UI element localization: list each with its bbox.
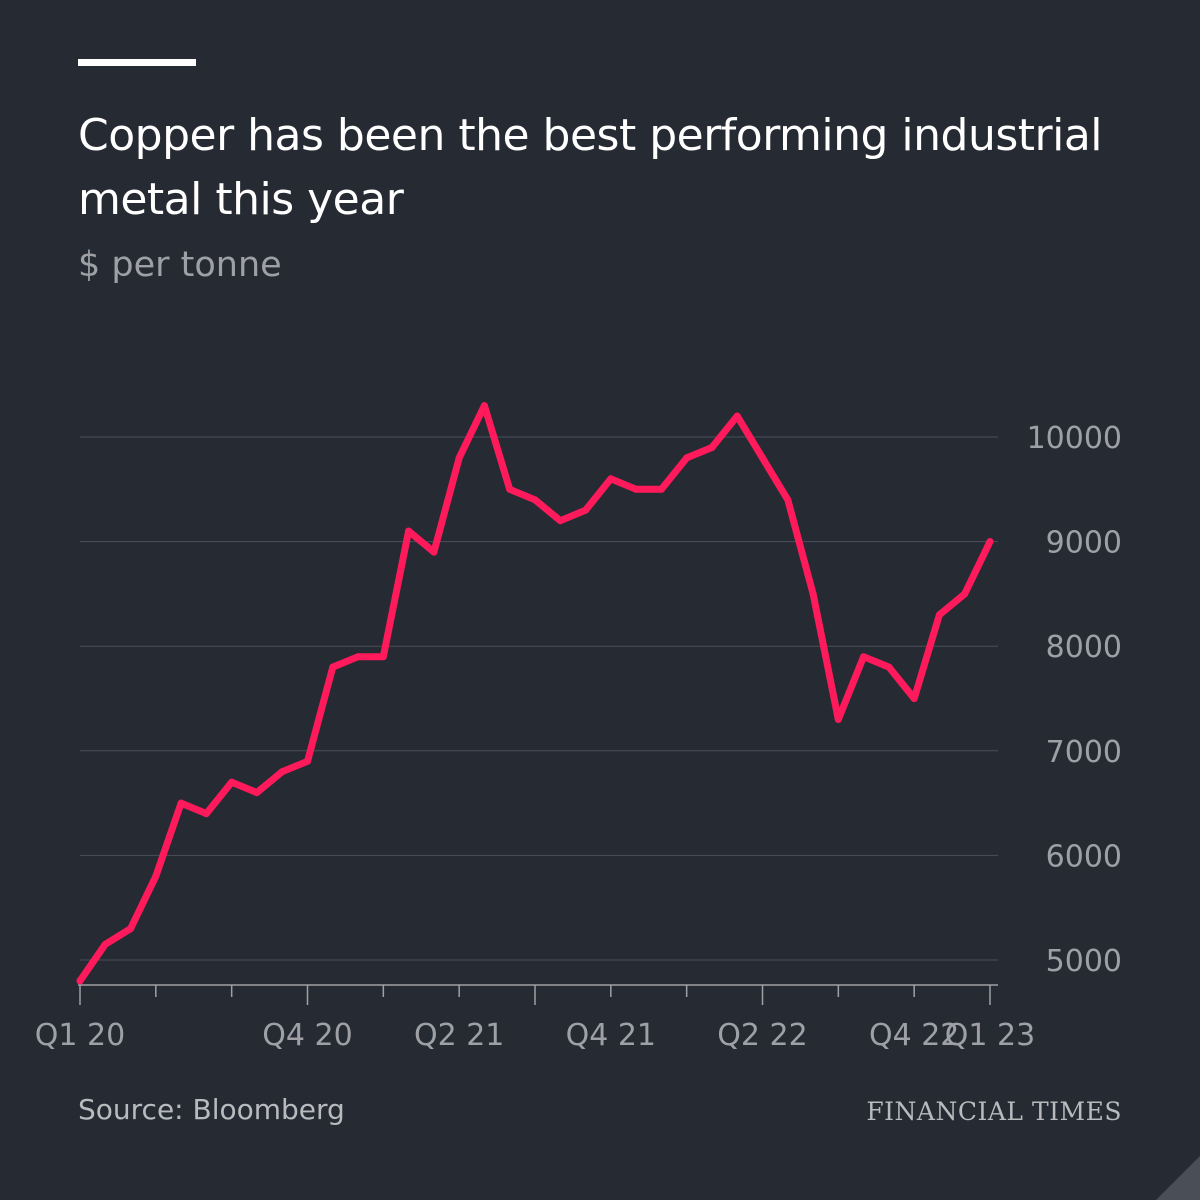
x-tick-label-0: Q1 20 xyxy=(35,1018,125,1053)
x-tick-label-2: Q2 21 xyxy=(414,1018,504,1053)
data-point xyxy=(733,412,741,420)
data-point xyxy=(354,653,362,661)
data-point xyxy=(379,653,387,661)
data-point xyxy=(506,485,514,493)
chart-subtitle: $ per tonne xyxy=(78,245,282,285)
data-point xyxy=(101,940,109,948)
data-point xyxy=(809,590,817,598)
x-tick-label-4: Q2 22 xyxy=(717,1018,807,1053)
data-point xyxy=(759,454,766,462)
source-note: Source: Bloomberg xyxy=(78,1093,345,1126)
data-point xyxy=(152,872,160,880)
data-point xyxy=(253,789,261,797)
data-point xyxy=(935,611,943,619)
data-point xyxy=(860,653,868,661)
series-line-0 xyxy=(76,402,994,985)
data-point xyxy=(127,925,135,933)
data-point xyxy=(910,695,918,702)
data-point xyxy=(329,663,337,671)
data-point xyxy=(834,715,842,723)
y-tick-label-9000: 9000 xyxy=(1046,526,1122,561)
data-point xyxy=(430,548,438,556)
y-tick-label-10000: 10000 xyxy=(1027,421,1122,456)
x-tick-label-6: Q1 23 xyxy=(945,1018,1035,1053)
data-point xyxy=(304,757,311,765)
data-point xyxy=(582,506,590,514)
x-tick-label-3: Q4 21 xyxy=(566,1018,656,1053)
data-point xyxy=(405,527,413,535)
data-point xyxy=(177,799,185,807)
data-point xyxy=(455,454,463,462)
data-point xyxy=(278,768,286,776)
x-tick-label-1: Q4 20 xyxy=(262,1018,352,1053)
data-point xyxy=(632,485,640,493)
y-tick-label-7000: 7000 xyxy=(1046,735,1122,770)
data-point xyxy=(961,590,969,598)
top-rule xyxy=(78,59,196,66)
data-point xyxy=(480,402,488,410)
data-point xyxy=(76,977,84,985)
data-point xyxy=(986,538,994,546)
data-point xyxy=(202,810,210,818)
data-point xyxy=(683,454,691,462)
data-point xyxy=(784,496,792,504)
data-point xyxy=(531,496,539,504)
data-point xyxy=(708,444,716,451)
y-tick-label-5000: 5000 xyxy=(1046,944,1122,979)
data-point xyxy=(607,475,615,483)
data-point xyxy=(657,485,665,493)
y-tick-label-8000: 8000 xyxy=(1046,630,1122,665)
x-tick-label-5: Q4 22 xyxy=(869,1018,959,1053)
chart-title: Copper has been the best performing indu… xyxy=(78,110,1103,225)
y-tick-label-6000: 6000 xyxy=(1046,839,1122,874)
corner-fold-icon xyxy=(1156,1156,1200,1200)
data-point xyxy=(885,663,893,671)
data-point xyxy=(228,778,236,786)
data-point xyxy=(556,517,564,525)
brand-logo: FINANCIAL TIMES xyxy=(866,1097,1122,1126)
